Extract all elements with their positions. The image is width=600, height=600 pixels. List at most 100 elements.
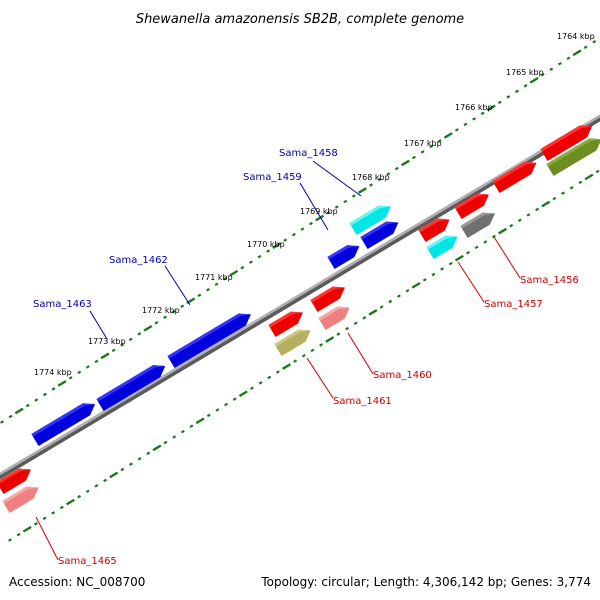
gene-reverse-2-body[interactable]	[540, 125, 593, 162]
gene-sama-1461a-body[interactable]	[268, 311, 303, 338]
tick-mark	[33, 521, 38, 526]
gene-sama-1460-body[interactable]	[318, 306, 350, 331]
tick-mark	[282, 363, 292, 370]
gene-label-sama-1465[interactable]: Sama_1465	[58, 556, 117, 567]
gene-reverse-olive[interactable]	[546, 138, 600, 177]
scale-label-1768: 1768 kbp	[352, 173, 390, 182]
gene-sama-1459b[interactable]	[360, 221, 399, 250]
tick-mark	[506, 95, 511, 99]
tick-mark	[257, 254, 262, 259]
tick-mark	[343, 199, 348, 204]
tick-mark	[283, 238, 288, 242]
tick-mark	[412, 155, 416, 160]
tick-mark	[463, 122, 468, 127]
gene-label-sama-1457[interactable]: Sama_1457	[484, 299, 543, 310]
tick-mark	[405, 288, 410, 293]
gene-reverse-2[interactable]	[540, 125, 593, 162]
gene-sama-1463-body[interactable]	[31, 403, 96, 447]
gene-sama-1460a-body[interactable]	[310, 286, 345, 313]
gene-label-sama-1456[interactable]: Sama_1456	[520, 275, 579, 286]
gene-sama-1462-body[interactable]	[167, 313, 251, 369]
gene-sama-1456-body[interactable]	[460, 212, 495, 239]
gene-sama-1456[interactable]	[460, 212, 495, 239]
tick-mark	[0, 420, 4, 424]
leader-sama-1459	[299, 182, 329, 231]
gene-sama-1459[interactable]	[327, 245, 360, 270]
leader-sama-1457	[457, 261, 485, 303]
gene-sama-1459b-body[interactable]	[360, 221, 399, 250]
gene-sama-1458[interactable]	[349, 205, 391, 236]
tick-mark	[526, 213, 531, 217]
tick-mark	[8, 538, 12, 542]
gene-sama-1465a[interactable]	[0, 468, 31, 495]
gene-sama-1456a-body[interactable]	[454, 193, 489, 220]
gene-sama-1456a[interactable]	[454, 193, 489, 220]
gene-sama-1457-highlight	[426, 235, 458, 250]
gene-sama-1458-body[interactable]	[349, 205, 391, 236]
gene-label-sama-1461[interactable]: Sama_1461	[333, 396, 392, 407]
gene-sama-1457a-highlight	[418, 218, 450, 233]
gene-sama-1457a-body[interactable]	[418, 218, 450, 243]
gene-sama-1457[interactable]	[426, 235, 458, 260]
tick-mark	[137, 332, 142, 336]
gene-sama-1465[interactable]	[2, 486, 39, 514]
tick-mark	[486, 104, 496, 112]
gene-sama-1461a[interactable]	[268, 311, 303, 338]
tick-mark	[396, 294, 401, 298]
tick-mark	[163, 315, 168, 320]
gene-sama-1457-body[interactable]	[426, 235, 458, 260]
tick-mark	[498, 227, 508, 235]
tick-mark	[154, 321, 159, 325]
tick-mark	[172, 435, 177, 439]
gene-reverse-1[interactable]	[492, 162, 537, 194]
tick-mark	[206, 413, 211, 418]
tick-mark	[51, 387, 56, 391]
summary-text: Topology: circular; Length: 4,306,142 bp…	[260, 575, 591, 589]
gene-sama-1463[interactable]	[31, 403, 96, 447]
gene-sama-1460a[interactable]	[310, 286, 345, 313]
gene-reverse-olive-body[interactable]	[546, 138, 600, 177]
gene-sama-1465a-body[interactable]	[0, 468, 31, 495]
outer-tick-row	[0, 39, 597, 424]
gene-sama-1461-body[interactable]	[274, 329, 311, 357]
gene-sama-1465-body[interactable]	[2, 486, 39, 514]
tick-mark	[109, 471, 119, 479]
tick-mark	[309, 221, 313, 226]
tick-mark	[431, 272, 436, 277]
gene-reverse-1-body[interactable]	[492, 162, 537, 194]
gene-label-sama-1459[interactable]: Sama_1459	[243, 172, 302, 183]
tick-mark	[163, 440, 168, 445]
gene-sama-1459-body[interactable]	[327, 245, 360, 270]
tick-mark	[14, 407, 24, 415]
tick-mark	[369, 183, 373, 187]
gene-sama-1462[interactable]	[167, 313, 251, 369]
gene-label-sama-1462[interactable]: Sama_1462	[109, 255, 168, 266]
gene-reverse-2-highlight	[540, 125, 593, 152]
gene-label-sama-1460[interactable]: Sama_1460	[373, 370, 432, 381]
tick-mark	[386, 172, 391, 176]
gene-sama-1463b-body[interactable]	[96, 365, 166, 412]
leader-sama-1463	[89, 310, 108, 340]
gene-sama-1463b[interactable]	[96, 365, 166, 412]
gene-label-sama-1458[interactable]: Sama_1458	[279, 148, 338, 159]
gene-sama-1465-highlight	[2, 486, 39, 504]
tick-mark	[357, 187, 367, 194]
tick-mark	[180, 429, 185, 434]
tick-mark	[497, 100, 502, 105]
scale-label-1769: 1769 kbp	[300, 207, 338, 216]
leader-sama-1465	[35, 516, 59, 561]
tick-mark	[474, 245, 479, 250]
tick-mark	[206, 287, 210, 292]
tick-mark	[437, 139, 442, 143]
gene-sama-1461a-highlight	[268, 311, 303, 328]
gene-sama-1457a[interactable]	[418, 218, 450, 243]
scale-ticks	[0, 39, 600, 542]
backbone	[0, 114, 600, 476]
tick-mark	[94, 484, 99, 488]
tick-mark	[422, 278, 427, 282]
gene-sama-1460[interactable]	[318, 306, 350, 331]
gene-sama-1461[interactable]	[274, 329, 311, 357]
tick-mark	[491, 234, 496, 239]
gene-label-sama-1463[interactable]: Sama_1463	[33, 299, 92, 310]
